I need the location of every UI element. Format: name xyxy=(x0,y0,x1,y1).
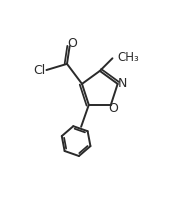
Text: O: O xyxy=(67,37,77,50)
Text: N: N xyxy=(118,77,127,90)
Text: Cl: Cl xyxy=(33,63,46,77)
Text: O: O xyxy=(109,102,118,115)
Text: CH₃: CH₃ xyxy=(117,51,139,64)
